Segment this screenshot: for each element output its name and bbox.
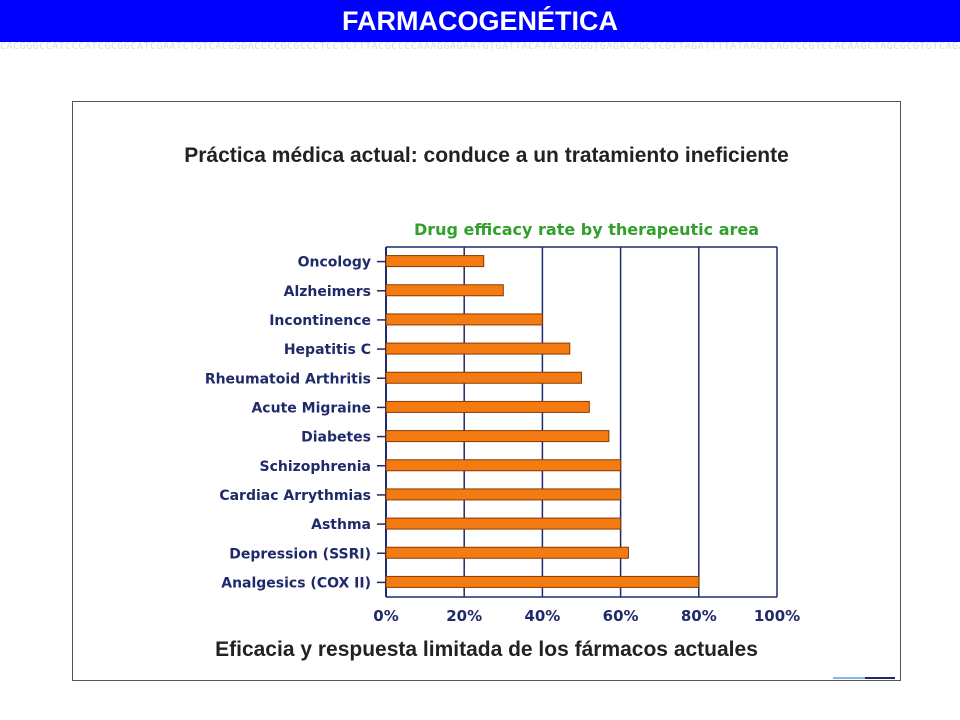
title-bar: FARMACOGENÉTICA xyxy=(0,0,960,42)
x-tick-label: 100% xyxy=(754,607,800,625)
category-label: Depression (SSRI) xyxy=(229,546,371,562)
bar xyxy=(386,372,582,383)
bar xyxy=(386,489,621,500)
corner-decoration xyxy=(865,677,895,679)
slide-title: FARMACOGENÉTICA xyxy=(342,6,618,37)
x-tick-label: 60% xyxy=(603,607,639,625)
bar xyxy=(386,547,628,558)
category-label: Oncology xyxy=(298,255,371,271)
category-label: Diabetes xyxy=(301,430,371,446)
x-tick-label: 40% xyxy=(524,607,560,625)
chart-title: Drug efficacy rate by therapeutic area xyxy=(414,220,759,239)
category-label: Hepatitis C xyxy=(284,342,371,358)
bar xyxy=(386,285,503,296)
bar xyxy=(386,401,589,412)
category-label: Asthma xyxy=(311,517,371,533)
content-panel: Práctica médica actual: conduce a un tra… xyxy=(72,101,901,681)
x-tick-label: 0% xyxy=(373,607,398,625)
category-label: Analgesics (COX II) xyxy=(221,575,371,591)
bar xyxy=(386,314,542,325)
bar xyxy=(386,256,484,267)
category-label: Acute Migraine xyxy=(251,400,371,416)
bar xyxy=(386,576,699,587)
x-tick-label: 20% xyxy=(446,607,482,625)
category-label: Schizophrenia xyxy=(259,459,371,475)
category-label: Rheumatoid Arthritis xyxy=(205,371,371,387)
category-label: Cardiac Arrythmias xyxy=(219,488,371,504)
bar xyxy=(386,460,621,471)
bar xyxy=(386,518,621,529)
drug-efficacy-chart: Drug efficacy rate by therapeutic area 0%… xyxy=(73,102,902,682)
category-label: Alzheimers xyxy=(284,284,371,300)
category-label: Incontinence xyxy=(269,313,371,329)
panel-caption: Eficacia y respuesta limitada de los fár… xyxy=(73,638,900,662)
bar xyxy=(386,343,570,354)
bar xyxy=(386,431,609,442)
x-tick-label: 80% xyxy=(681,607,717,625)
